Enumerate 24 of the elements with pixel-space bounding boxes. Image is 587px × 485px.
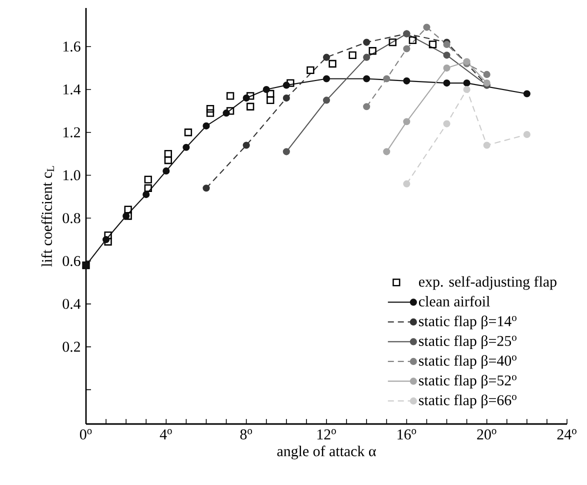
- x-tick-label: 8$^{o}$: [240, 429, 252, 440]
- x-tick-label: 24$^{o}$: [557, 429, 576, 440]
- y-tick-label: 1.0: [63, 170, 80, 180]
- x-tick-label: 20$^{o}$: [477, 429, 496, 440]
- y-tick-label: 1.2: [63, 127, 80, 138]
- x-tick-label: 0$^{o}$: [80, 429, 92, 440]
- x-tick-label: 16$^{o}$: [398, 429, 416, 440]
- legend-label: static flap β=52$^{o}$: [419, 374, 516, 389]
- y-tick-label: 0.6: [62, 256, 80, 266]
- y-tick-label: 1.6: [63, 42, 80, 52]
- legend-label: static flap β=66$^{o}$: [419, 394, 516, 408]
- legend-label: static flap β=14$^{o}$: [419, 316, 516, 330]
- y-tick-label: 0.8: [62, 213, 80, 224]
- x-tick-label: 12$^{o}$: [317, 429, 336, 440]
- y-tick-label: 0.2: [62, 342, 80, 352]
- y-axis-title: lift coefficient c$_{L}$: [41, 166, 54, 267]
- legend-label: static flap β=40$^{o}$: [419, 355, 516, 369]
- x-axis-title: angle of attack α: [277, 446, 376, 460]
- legend-label: static flap β=25$^{o}$: [419, 335, 516, 350]
- y-tick-label: 1.4: [63, 84, 81, 95]
- legend-label: exp. self-adjusting flap: [418, 276, 556, 290]
- y-tick-label: 0.4: [62, 298, 81, 309]
- legend-label: clean airfoil: [418, 296, 490, 306]
- x-tick-label: 4$^{o}$: [160, 429, 172, 440]
